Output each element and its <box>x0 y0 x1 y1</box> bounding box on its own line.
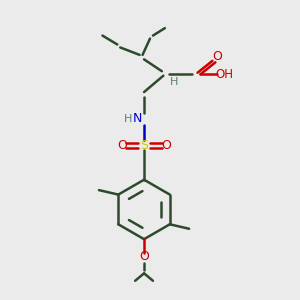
Text: S: S <box>140 139 148 152</box>
Text: H: H <box>169 76 178 87</box>
Text: N: N <box>133 112 142 125</box>
Text: O: O <box>212 50 222 63</box>
Text: O: O <box>161 139 171 152</box>
Text: OH: OH <box>215 68 233 81</box>
Text: H: H <box>124 114 132 124</box>
Text: O: O <box>117 139 127 152</box>
Text: O: O <box>139 250 149 263</box>
